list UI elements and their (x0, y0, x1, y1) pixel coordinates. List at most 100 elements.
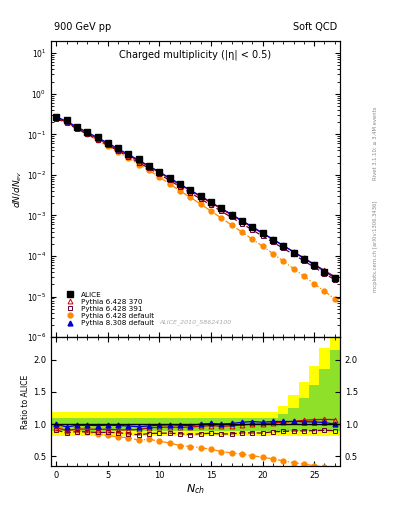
Line: Pythia 6.428 370: Pythia 6.428 370 (54, 115, 337, 279)
ALICE (178, 181, 182, 187)
Pythia 6.428 default (178, 188, 182, 194)
ALICE (105, 140, 110, 146)
ALICE (157, 168, 162, 175)
Pythia 6.428 370 (198, 194, 203, 200)
Pythia 6.428 370 (116, 147, 121, 153)
Pythia 6.428 default (95, 137, 100, 143)
Pythia 8.308 default (95, 135, 100, 141)
Pythia 6.428 370 (188, 187, 193, 194)
Pythia 8.308 default (75, 124, 79, 130)
ALICE (250, 224, 255, 230)
Pythia 8.308 default (54, 114, 59, 120)
Pythia 8.308 default (198, 193, 203, 199)
Pythia 8.308 default (147, 163, 151, 169)
ALICE (219, 205, 224, 211)
Pythia 6.428 370 (54, 115, 59, 121)
Pythia 8.308 default (250, 224, 255, 230)
X-axis label: $N_{ch}$: $N_{ch}$ (186, 482, 205, 496)
Pythia 6.428 370 (178, 182, 182, 188)
ALICE (240, 218, 244, 224)
Pythia 6.428 370 (219, 206, 224, 212)
Pythia 6.428 default (281, 258, 286, 264)
Pythia 6.428 370 (105, 141, 110, 147)
Pythia 6.428 default (105, 143, 110, 149)
Pythia 6.428 391 (136, 160, 141, 166)
Pythia 6.428 391 (229, 215, 234, 221)
ALICE (332, 275, 337, 281)
Pythia 6.428 default (85, 131, 90, 137)
Pythia 8.308 default (270, 236, 275, 242)
Pythia 8.308 default (167, 175, 172, 181)
Pythia 6.428 391 (105, 142, 110, 148)
Pythia 8.308 default (291, 249, 296, 255)
Pythia 6.428 default (322, 288, 327, 294)
ALICE (54, 114, 59, 120)
Pythia 8.308 default (209, 199, 213, 205)
Pythia 8.308 default (332, 275, 337, 281)
Pythia 6.428 default (260, 243, 265, 249)
Text: Soft QCD: Soft QCD (293, 22, 337, 32)
Pythia 6.428 391 (178, 184, 182, 190)
Pythia 6.428 default (209, 208, 213, 214)
Pythia 6.428 default (75, 125, 79, 132)
ALICE (209, 199, 213, 205)
Pythia 6.428 391 (332, 276, 337, 283)
Pythia 6.428 370 (322, 267, 327, 273)
ALICE (126, 151, 131, 157)
Pythia 6.428 391 (75, 125, 79, 132)
Pythia 6.428 370 (167, 176, 172, 182)
Pythia 6.428 391 (260, 233, 265, 239)
ALICE (281, 243, 286, 249)
ALICE (270, 237, 275, 243)
Pythia 6.428 default (64, 119, 69, 125)
Pythia 6.428 391 (167, 177, 172, 183)
Pythia 6.428 391 (301, 258, 306, 264)
Pythia 8.308 default (136, 157, 141, 163)
Pythia 6.428 default (229, 222, 234, 228)
ALICE (147, 162, 151, 168)
ALICE (322, 269, 327, 275)
ALICE (198, 193, 203, 199)
Pythia 6.428 391 (188, 190, 193, 196)
Pythia 8.308 default (229, 211, 234, 218)
Pythia 6.428 default (188, 194, 193, 200)
Pythia 6.428 default (157, 174, 162, 180)
Pythia 8.308 default (157, 169, 162, 175)
Text: ALICE_2010_S8624100: ALICE_2010_S8624100 (160, 319, 231, 325)
Pythia 8.308 default (178, 181, 182, 187)
Pythia 6.428 default (270, 250, 275, 257)
Line: Pythia 6.428 default: Pythia 6.428 default (54, 115, 337, 301)
Pythia 8.308 default (312, 262, 316, 268)
Pythia 6.428 default (116, 149, 121, 155)
Pythia 6.428 391 (147, 165, 151, 172)
ALICE (136, 156, 141, 162)
Pythia 8.308 default (240, 218, 244, 224)
Pythia 8.308 default (219, 205, 224, 211)
Pythia 6.428 370 (229, 212, 234, 218)
Pythia 6.428 370 (312, 261, 316, 267)
Pythia 6.428 391 (281, 245, 286, 251)
Pythia 6.428 370 (95, 136, 100, 142)
Pythia 6.428 default (136, 161, 141, 167)
Legend: ALICE, Pythia 6.428 370, Pythia 6.428 391, Pythia 6.428 default, Pythia 8.308 de: ALICE, Pythia 6.428 370, Pythia 6.428 39… (61, 290, 155, 328)
Pythia 6.428 370 (85, 130, 90, 136)
Pythia 6.428 391 (198, 196, 203, 202)
Pythia 8.308 default (188, 187, 193, 193)
ALICE (260, 230, 265, 237)
ALICE (312, 262, 316, 268)
Pythia 6.428 370 (250, 224, 255, 230)
Pythia 6.428 391 (322, 270, 327, 276)
ALICE (85, 129, 90, 135)
Pythia 6.428 391 (116, 148, 121, 154)
Pythia 6.428 391 (240, 221, 244, 227)
Pythia 6.428 391 (219, 208, 224, 215)
Pythia 8.308 default (116, 146, 121, 152)
Line: Pythia 6.428 391: Pythia 6.428 391 (54, 116, 337, 282)
Pythia 8.308 default (301, 255, 306, 261)
Pythia 6.428 370 (147, 163, 151, 169)
Pythia 6.428 391 (250, 227, 255, 233)
Pythia 6.428 default (167, 181, 172, 187)
ALICE (167, 175, 172, 181)
Pythia 6.428 391 (209, 202, 213, 208)
Text: mcplots.cern.ch [arXiv:1306.3436]: mcplots.cern.ch [arXiv:1306.3436] (373, 200, 378, 291)
